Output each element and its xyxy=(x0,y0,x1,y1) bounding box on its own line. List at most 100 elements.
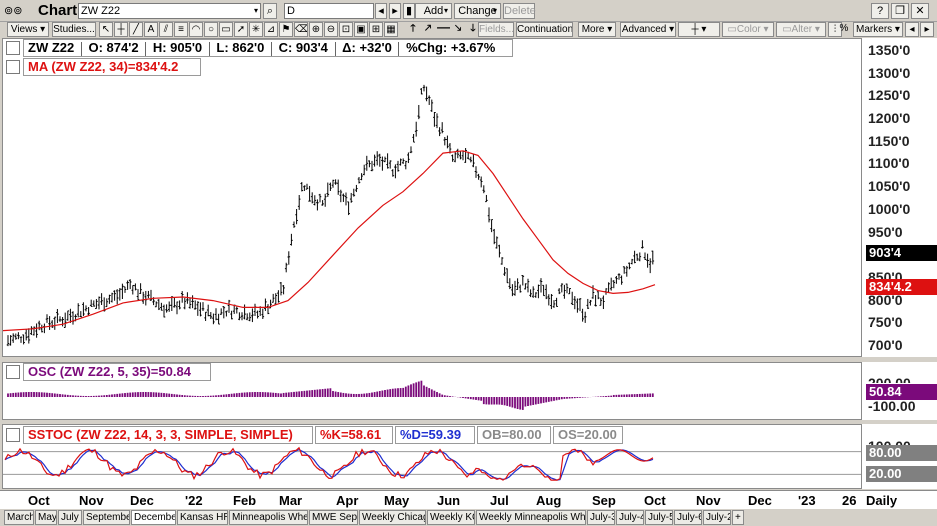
price-bar xyxy=(144,290,148,306)
add-dropdown-icon[interactable]: ▾ xyxy=(443,6,448,15)
osc-collapse-icon[interactable] xyxy=(6,365,20,379)
tab-july-2[interactable]: July-2 xyxy=(703,510,731,525)
add-tab-button[interactable]: + xyxy=(732,510,744,525)
tab-minneapolis-wheat[interactable]: Minneapolis Wheat xyxy=(229,510,308,525)
markers-button[interactable]: Markers ▾ xyxy=(853,22,903,37)
osc-histogram xyxy=(7,380,654,410)
price-bar xyxy=(134,283,137,291)
more-button[interactable]: More ▾ xyxy=(578,22,616,37)
zoom-in-icon[interactable]: ⊕ xyxy=(309,22,323,37)
price-panel-collapse-icon[interactable] xyxy=(6,41,20,55)
trendline-icon[interactable]: ╱ xyxy=(129,22,143,37)
tab-july-6[interactable]: July-6 xyxy=(674,510,702,525)
change-dropdown-icon[interactable]: ▾ xyxy=(492,6,497,15)
tab-july-4[interactable]: July-4 xyxy=(616,510,644,525)
oscillator-chart[interactable] xyxy=(3,363,862,420)
channel-icon[interactable]: ⫽ xyxy=(159,22,173,37)
text-tool-icon[interactable]: A xyxy=(144,22,158,37)
symbol-input[interactable] xyxy=(78,3,261,19)
percent-toggle[interactable]: % xyxy=(839,23,849,34)
alter-button[interactable]: ▭Alter ▾ xyxy=(776,22,826,37)
price-y-axis[interactable]: 1350'0 1300'0 1250'0 1200'0 1150'0 1100'0 1050… xyxy=(862,38,937,357)
measure-tool-icon[interactable]: ⊿ xyxy=(264,22,278,37)
tab-july[interactable]: July xyxy=(58,510,82,525)
bar-style-button[interactable]: ┼ ▾ xyxy=(678,22,720,37)
marker-tool-icon[interactable]: ⚑ xyxy=(279,22,293,37)
tab-july-5[interactable]: July-5 xyxy=(645,510,673,525)
arrow-down-icon[interactable]: 🡓 xyxy=(470,23,476,34)
interval-prev-icon[interactable]: ◂ xyxy=(375,3,387,19)
views-button[interactable]: Views ▾ xyxy=(7,22,49,37)
gann-tool-icon[interactable]: ✳ xyxy=(249,22,263,37)
tab-july-3[interactable]: July-3 xyxy=(587,510,615,525)
tab-weekly-kc[interactable]: Weekly KC xyxy=(427,510,475,525)
interval-step-icon[interactable]: ▮ xyxy=(403,3,415,19)
oscillator-panel[interactable]: OSC (ZW Z22, 5, 35)=50.84 xyxy=(2,362,862,420)
stoch-collapse-icon[interactable] xyxy=(6,428,20,442)
price-y-label: 800'0 xyxy=(868,291,903,308)
price-bar xyxy=(329,182,332,191)
price-bar xyxy=(316,199,319,211)
crosshair-icon[interactable]: ┼ xyxy=(114,22,128,37)
rectangle-tool-icon[interactable]: ▭ xyxy=(219,22,233,37)
interval-next-icon[interactable]: ▸ xyxy=(389,3,401,19)
price-bar xyxy=(113,290,116,301)
close-icon[interactable]: ✕ xyxy=(911,3,929,19)
continuation-button[interactable]: Continuation xyxy=(516,22,573,37)
stoch-y-axis[interactable]: 100.00 80.00 20.00 xyxy=(862,424,937,489)
stochastic-chart[interactable] xyxy=(3,425,862,489)
eraser-icon[interactable]: ⌫ xyxy=(294,22,308,37)
restore-icon[interactable]: ❐ xyxy=(891,3,909,19)
price-bar xyxy=(240,312,244,321)
price-bar xyxy=(63,312,67,328)
price-bar xyxy=(206,304,210,317)
symbol-dropdown-icon[interactable]: ▾ xyxy=(253,6,258,15)
fields-button[interactable]: Fields... xyxy=(478,22,514,37)
price-chart[interactable] xyxy=(3,39,862,357)
tab-december[interactable]: December xyxy=(131,510,176,525)
price-bar xyxy=(425,86,428,102)
x-axis[interactable]: Oct Nov Dec '22 Feb Mar Apr May Jun Jul Aug Sep Oct N… xyxy=(0,490,937,509)
grid-icon[interactable]: ▦ xyxy=(384,22,398,37)
stochastic-panel[interactable]: SSTOC (ZW Z22, 14, 3, 3, SIMPLE, SIMPLE)… xyxy=(2,424,862,489)
osc-y-axis[interactable]: 200.00 -100.00 50.84 xyxy=(862,362,937,420)
fibonacci-icon[interactable]: ≡ xyxy=(174,22,188,37)
arrow-up-right-icon[interactable]: 🡕 xyxy=(424,23,432,34)
color-button[interactable]: ▭Color ▾ xyxy=(722,22,774,37)
arrow-up-icon[interactable]: 🡑 xyxy=(410,23,416,34)
price-bar xyxy=(14,333,18,340)
tab-may[interactable]: May xyxy=(35,510,57,525)
tab-weekly-chicago[interactable]: Weekly Chicago xyxy=(359,510,426,525)
arrow-tool-icon[interactable]: ➚ xyxy=(234,22,248,37)
cursor-icon[interactable]: ↖ xyxy=(99,22,113,37)
tab-march[interactable]: March xyxy=(4,510,34,525)
price-panel[interactable]: ZW Z22 O: 874'2 H: 905'0 L: 862'0 C: 903… xyxy=(2,38,862,357)
arrow-down-right-icon[interactable]: 🡖 xyxy=(454,23,462,34)
log-scale-icon[interactable]: ⫶ xyxy=(828,22,842,37)
delete-button[interactable]: Delete xyxy=(503,3,536,19)
zoom-out-icon[interactable]: ⊖ xyxy=(324,22,338,37)
x-axis-period[interactable]: Daily xyxy=(866,493,898,508)
price-bar xyxy=(154,301,158,308)
studies-button[interactable]: Studies... xyxy=(52,22,96,37)
arrow-right-icon[interactable]: 🡒 xyxy=(436,23,450,34)
ma-collapse-icon[interactable] xyxy=(6,60,20,74)
arc-tool-icon[interactable]: ◠ xyxy=(189,22,203,37)
change-button[interactable]: Change xyxy=(454,3,501,19)
tab-mwe-sept[interactable]: MWE Sept xyxy=(309,510,358,525)
scroll-right-icon[interactable]: ▸ xyxy=(920,22,934,37)
ellipse-tool-icon[interactable]: ○ xyxy=(204,22,218,37)
scroll-left-icon[interactable]: ◂ xyxy=(905,22,919,37)
tab-kansas-hrw[interactable]: Kansas HRW xyxy=(177,510,228,525)
symbol-search-icon[interactable]: ⌕ xyxy=(263,3,277,19)
help-icon[interactable]: ? xyxy=(871,3,889,19)
tab-september[interactable]: September xyxy=(83,510,130,525)
tab-weekly-minneapolis-wheat[interactable]: Weekly Minneapolis Wheat xyxy=(476,510,586,525)
add-button[interactable]: Add xyxy=(415,3,452,19)
advanced-button[interactable]: Advanced ▾ xyxy=(620,22,676,37)
lock-icon[interactable]: ▣ xyxy=(354,22,368,37)
link-icon[interactable]: ⊞ xyxy=(369,22,383,37)
price-bar xyxy=(193,300,197,310)
interval-input[interactable] xyxy=(284,3,374,19)
zoom-box-icon[interactable]: ⊡ xyxy=(339,22,353,37)
